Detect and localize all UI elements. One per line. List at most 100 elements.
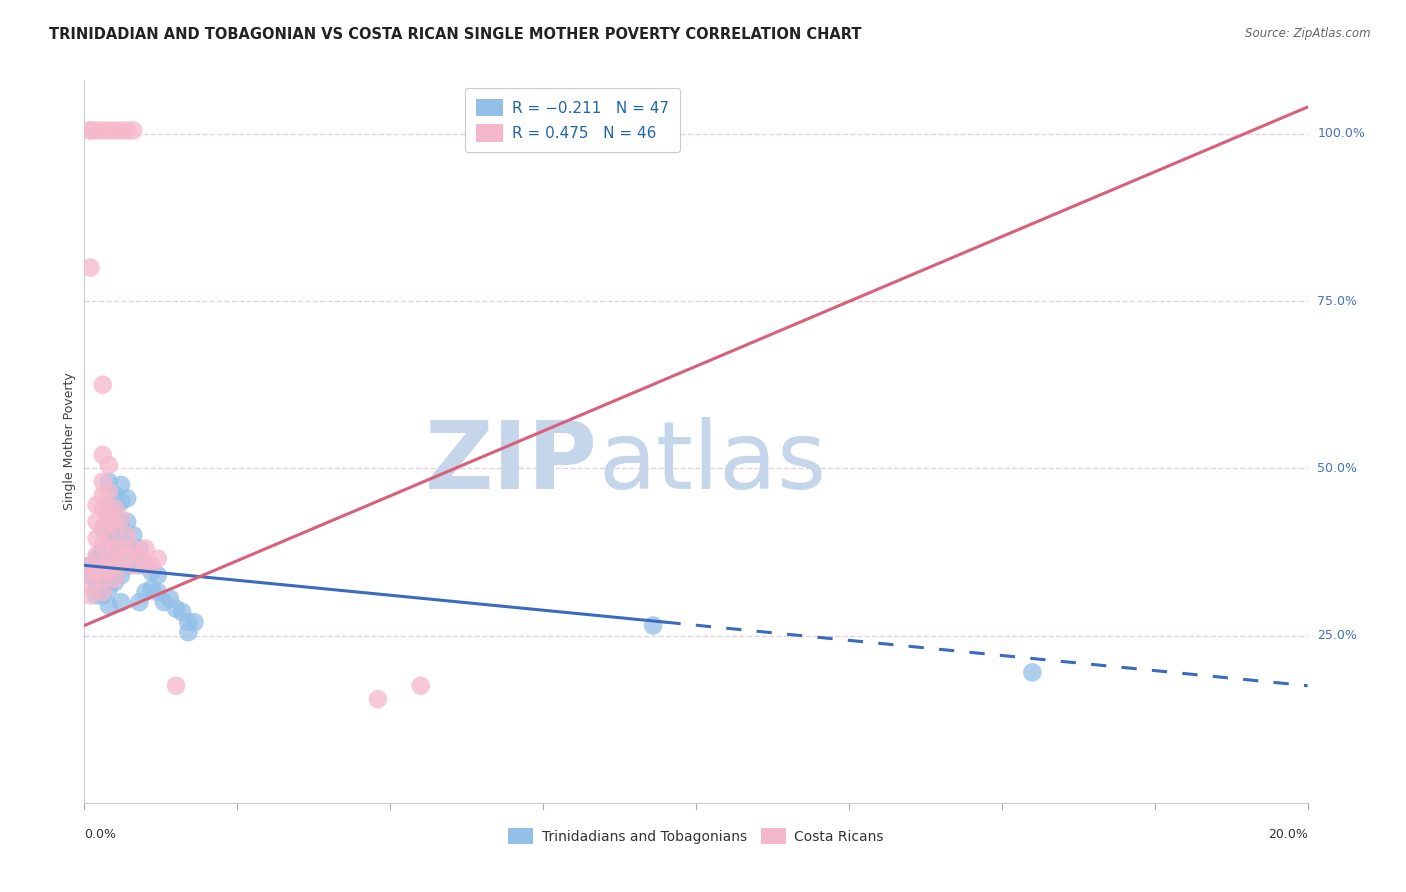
Point — [97, 548, 120, 563]
Text: 0.0%: 0.0% — [84, 828, 117, 841]
Point — [86, 498, 108, 512]
Point — [104, 548, 127, 563]
Point — [86, 589, 108, 603]
Point — [146, 585, 169, 599]
Point — [367, 692, 389, 706]
Point — [79, 558, 101, 573]
Point — [91, 558, 114, 573]
Point — [115, 541, 138, 556]
Point — [104, 518, 127, 533]
Point — [86, 532, 108, 546]
Point — [97, 551, 120, 566]
Point — [86, 548, 108, 563]
Point — [110, 541, 132, 556]
Point — [79, 260, 101, 275]
Point — [86, 123, 108, 137]
Point — [91, 572, 114, 586]
Point — [122, 528, 145, 542]
Point — [91, 475, 114, 489]
Point — [91, 123, 114, 137]
Point — [97, 498, 120, 512]
Legend: Trinidadians and Tobagonians, Costa Ricans: Trinidadians and Tobagonians, Costa Rica… — [503, 823, 889, 850]
Point — [97, 565, 120, 579]
Point — [97, 511, 120, 525]
Point — [153, 595, 176, 609]
Point — [135, 558, 157, 573]
Point — [135, 541, 157, 556]
Point — [97, 515, 120, 529]
Point — [122, 123, 145, 137]
Point — [104, 488, 127, 502]
Point — [97, 501, 120, 516]
Point — [104, 572, 127, 586]
Point — [177, 615, 200, 630]
Point — [110, 123, 132, 137]
Point — [115, 558, 138, 573]
Y-axis label: Single Mother Poverty: Single Mother Poverty — [63, 373, 76, 510]
Point — [104, 518, 127, 533]
Point — [97, 558, 120, 573]
Point — [91, 589, 114, 603]
Point — [86, 578, 108, 592]
Point — [115, 491, 138, 506]
Point — [97, 599, 120, 613]
Text: 20.0%: 20.0% — [1268, 828, 1308, 841]
Point — [128, 558, 150, 573]
Point — [172, 605, 194, 619]
Point — [79, 589, 101, 603]
Point — [104, 501, 127, 516]
Point — [183, 615, 205, 630]
Point — [79, 578, 101, 592]
Point — [128, 595, 150, 609]
Point — [146, 568, 169, 582]
Point — [97, 582, 120, 596]
Point — [91, 545, 114, 559]
Point — [141, 565, 163, 579]
Point — [91, 558, 114, 573]
Point — [110, 551, 132, 566]
Point — [110, 494, 132, 508]
Point — [110, 532, 132, 546]
Text: 100.0%: 100.0% — [1317, 128, 1365, 140]
Point — [115, 123, 138, 137]
Point — [86, 565, 108, 579]
Point — [79, 123, 101, 137]
Point — [110, 478, 132, 492]
Point — [643, 618, 665, 632]
Point — [79, 123, 101, 137]
Point — [146, 551, 169, 566]
Point — [135, 585, 157, 599]
Point — [97, 484, 120, 499]
Point — [128, 541, 150, 556]
Point — [141, 582, 163, 596]
Point — [141, 558, 163, 573]
Point — [104, 562, 127, 576]
Point — [128, 548, 150, 563]
Point — [79, 558, 101, 573]
Point — [122, 558, 145, 573]
Point — [91, 448, 114, 462]
Point — [97, 528, 120, 542]
Point — [122, 541, 145, 556]
Point — [110, 558, 132, 573]
Point — [409, 679, 432, 693]
Point — [115, 528, 138, 542]
Point — [165, 679, 187, 693]
Point — [91, 538, 114, 552]
Point — [91, 585, 114, 599]
Point — [122, 551, 145, 566]
Point — [97, 532, 120, 546]
Point — [115, 515, 138, 529]
Point — [97, 475, 120, 489]
Point — [110, 595, 132, 609]
Point — [165, 602, 187, 616]
Text: TRINIDADIAN AND TOBAGONIAN VS COSTA RICAN SINGLE MOTHER POVERTY CORRELATION CHAR: TRINIDADIAN AND TOBAGONIAN VS COSTA RICA… — [49, 27, 862, 42]
Point — [91, 582, 114, 596]
Point — [86, 515, 108, 529]
Point — [97, 458, 120, 472]
Point — [110, 511, 132, 525]
Point — [86, 565, 108, 579]
Point — [86, 551, 108, 566]
Point — [159, 591, 181, 606]
Point — [115, 548, 138, 563]
